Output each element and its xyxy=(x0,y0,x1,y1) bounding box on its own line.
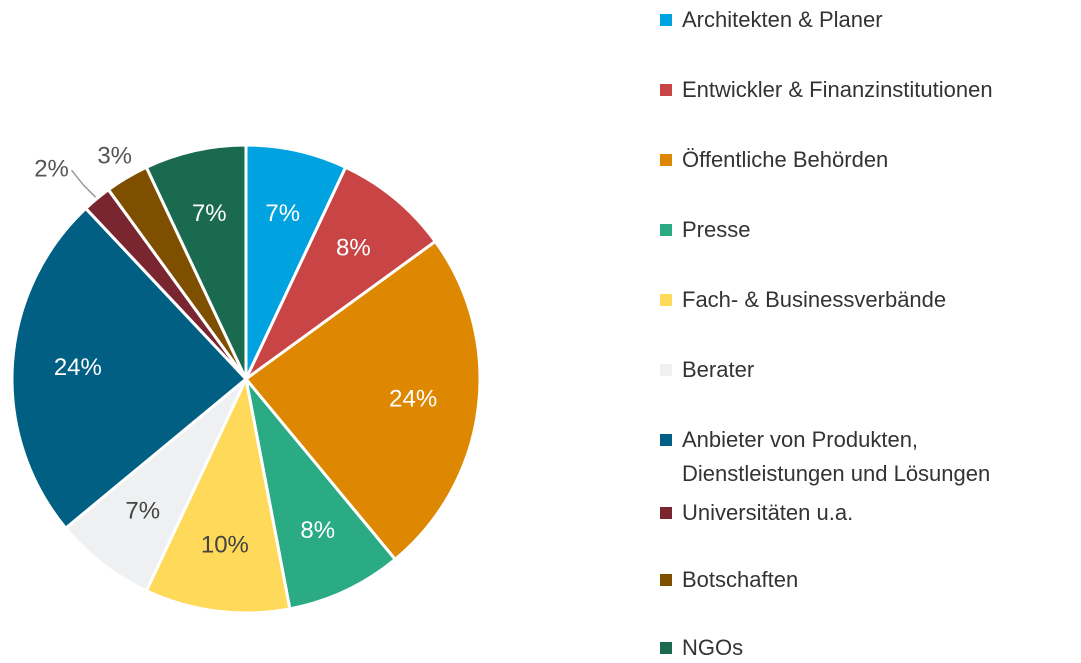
legend-label: Presse xyxy=(682,217,751,242)
legend-item: Architekten & Planer xyxy=(660,3,1081,37)
legend-label: Anbieter von Produkten, Dienstleistungen… xyxy=(682,427,991,486)
legend-item: Fach- & Businessverbände xyxy=(660,283,1081,317)
legend-swatch xyxy=(660,224,672,236)
pie-slice xyxy=(244,378,398,611)
legend-label: Berater xyxy=(682,357,755,382)
pie-slice xyxy=(244,165,438,381)
legend-item: NGOs xyxy=(660,631,1081,663)
legend-swatch xyxy=(660,574,672,586)
data-label: 24% xyxy=(54,354,102,381)
data-label: 24% xyxy=(389,385,437,412)
pie-slice xyxy=(243,239,482,562)
data-label: 7% xyxy=(192,200,227,227)
data-label: 7% xyxy=(265,200,300,227)
legend-label: NGOs xyxy=(682,635,744,660)
legend-swatch xyxy=(660,154,672,166)
pie-slice xyxy=(144,374,292,615)
data-label: 7% xyxy=(125,497,160,524)
legend-swatch xyxy=(660,434,672,446)
pie-chart: 7% 8% 24% 8% 10% 7% 24% 2% 3% 7% xyxy=(10,142,482,615)
legend-label: Universitäten u.a. xyxy=(682,500,854,525)
pie-slice xyxy=(63,377,248,593)
data-label: 2% xyxy=(34,156,69,183)
legend-item: Berater xyxy=(660,353,1081,387)
legend-swatch xyxy=(660,507,672,519)
data-label: 10% xyxy=(201,531,249,558)
leader-line xyxy=(70,169,97,198)
pie-slice xyxy=(144,143,248,380)
legend-swatch xyxy=(660,84,672,96)
legend-item: Botschaften xyxy=(660,563,1081,597)
legend-item: Presse xyxy=(660,213,1081,247)
legend-item: Universitäten u.a. xyxy=(660,496,1081,530)
legend-swatch xyxy=(660,642,672,654)
data-label: 3% xyxy=(97,142,132,169)
legend-label: Fach- & Businessverbände xyxy=(682,287,947,312)
legend-label: Öffentliche Behörden xyxy=(682,147,889,172)
legend-label: Botschaften xyxy=(682,567,799,592)
legend-item: Anbieter von Produkten, Dienstleistungen… xyxy=(660,423,1081,491)
pie-slice xyxy=(244,143,348,380)
data-label: 8% xyxy=(336,235,371,262)
legend-label: Entwickler & Finanzinstitutionen xyxy=(682,77,993,102)
legend-item: Öffentliche Behörden xyxy=(660,143,1081,177)
legend-swatch xyxy=(660,14,672,26)
legend-item: Entwickler & Finanzinstitutionen xyxy=(660,73,1081,107)
legend-swatch xyxy=(660,364,672,376)
data-label: 8% xyxy=(300,517,335,544)
legend-label: Architekten & Planer xyxy=(682,7,883,32)
pie-slice xyxy=(10,206,249,531)
legend-swatch xyxy=(660,294,672,306)
